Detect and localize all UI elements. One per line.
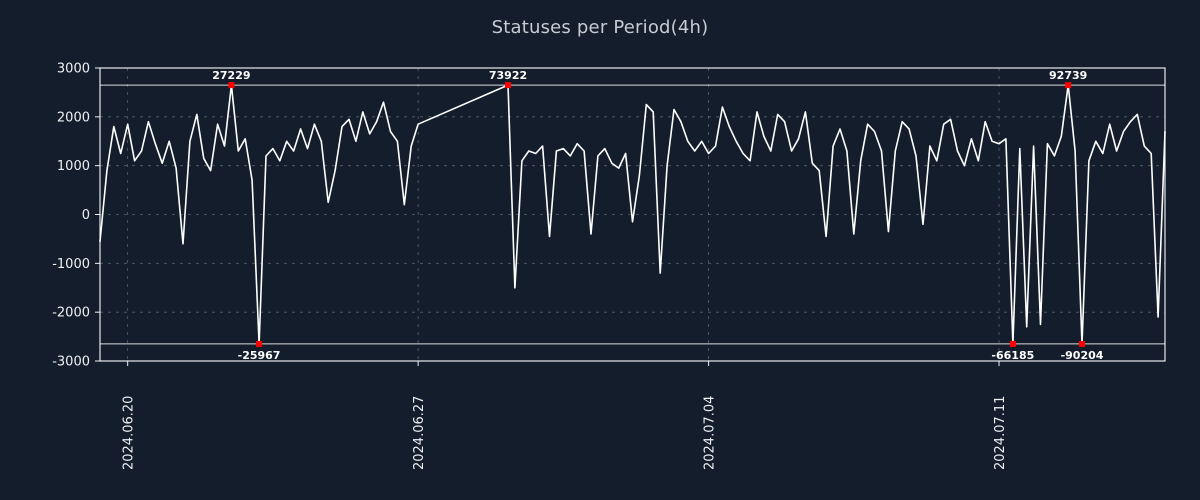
x-tick-label: 2024.06.27 (412, 396, 427, 470)
extreme-marker (1079, 340, 1086, 347)
y-tick-label: -3000 (52, 355, 90, 370)
annotation-label: -25967 (238, 349, 281, 362)
extreme-marker (256, 340, 263, 347)
y-tick-label: 0 (82, 208, 90, 223)
annotation-label: 92739 (1049, 69, 1087, 82)
extreme-marker (1009, 340, 1016, 347)
extreme-marker (1065, 82, 1072, 89)
x-tick-label: 2024.07.11 (993, 396, 1008, 470)
y-tick-label: 2000 (57, 110, 90, 125)
y-tick-label: 3000 (57, 62, 90, 77)
x-tick-label: 2024.07.04 (703, 396, 718, 470)
annotation-label: -90204 (1061, 349, 1104, 362)
y-tick-label: -2000 (52, 306, 90, 321)
extreme-marker (228, 82, 235, 89)
annotation-label: 27229 (212, 69, 250, 82)
y-tick-label: -1000 (52, 257, 90, 272)
plot-border (99, 67, 1166, 362)
annotation-label: 73922 (489, 69, 527, 82)
annotation-label: -66185 (991, 349, 1034, 362)
y-tick-label: 1000 (57, 159, 90, 174)
chart-line (99, 84, 1166, 345)
chart-title: Statuses per Period(4h) (491, 17, 709, 38)
x-tick-label: 2024.06.20 (122, 396, 137, 470)
extreme-marker (505, 82, 512, 89)
